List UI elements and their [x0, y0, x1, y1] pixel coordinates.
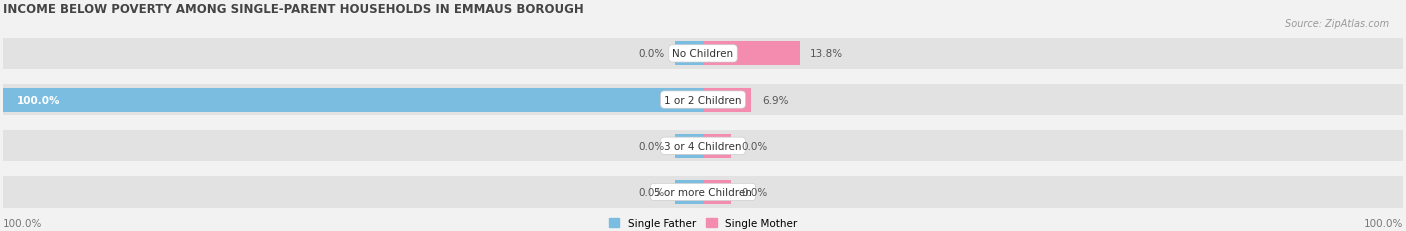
Bar	[675, 180, 703, 204]
Text: 100.0%: 100.0%	[3, 218, 42, 228]
Text: 0.0%: 0.0%	[638, 49, 665, 59]
Text: Source: ZipAtlas.com: Source: ZipAtlas.com	[1285, 18, 1389, 28]
Text: No Children: No Children	[672, 49, 734, 59]
Text: 100.0%: 100.0%	[1364, 218, 1403, 228]
Text: 0.0%: 0.0%	[741, 187, 768, 197]
Legend: Single Father, Single Mother: Single Father, Single Mother	[609, 218, 797, 228]
Bar	[3, 39, 1403, 70]
Bar	[703, 134, 731, 158]
Bar	[3, 85, 1403, 116]
Text: 0.0%: 0.0%	[638, 187, 665, 197]
Bar	[703, 42, 800, 66]
Text: 13.8%: 13.8%	[810, 49, 844, 59]
Bar	[675, 42, 703, 66]
Bar	[3, 131, 1403, 162]
Text: 1 or 2 Children: 1 or 2 Children	[664, 95, 742, 105]
Text: 5 or more Children: 5 or more Children	[654, 187, 752, 197]
Text: 0.0%: 0.0%	[638, 141, 665, 151]
Text: 100.0%: 100.0%	[17, 95, 60, 105]
Bar	[703, 88, 751, 112]
Text: 0.0%: 0.0%	[741, 141, 768, 151]
Text: 3 or 4 Children: 3 or 4 Children	[664, 141, 742, 151]
Text: INCOME BELOW POVERTY AMONG SINGLE-PARENT HOUSEHOLDS IN EMMAUS BOROUGH: INCOME BELOW POVERTY AMONG SINGLE-PARENT…	[3, 3, 583, 16]
Text: 6.9%: 6.9%	[762, 95, 789, 105]
Bar	[3, 176, 1403, 208]
Bar	[675, 134, 703, 158]
Bar	[3, 88, 703, 112]
Bar	[703, 180, 731, 204]
